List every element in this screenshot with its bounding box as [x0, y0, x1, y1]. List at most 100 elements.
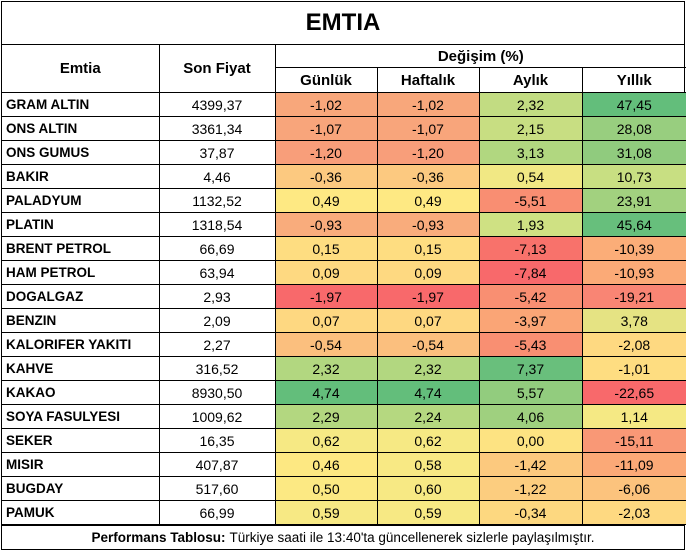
change-gunluk: -0,36 — [274, 164, 378, 189]
change-haftalik: -0,93 — [376, 212, 480, 237]
last-price: 4,46 — [158, 164, 276, 189]
last-price: 2,93 — [158, 284, 276, 309]
change-yillik: -15,11 — [581, 428, 687, 453]
header-yillik: Yıllık — [581, 67, 687, 93]
change-yillik: 1,14 — [581, 404, 687, 429]
change-haftalik: 0,07 — [376, 308, 480, 333]
change-haftalik: 0,49 — [376, 188, 480, 213]
change-haftalik: 2,32 — [376, 356, 480, 381]
change-aylik: 5,57 — [478, 380, 583, 405]
header-degisim: Değişim (%) — [274, 45, 687, 68]
change-haftalik: -1,07 — [376, 116, 480, 141]
change-haftalik: 0,59 — [376, 500, 480, 525]
change-yillik: -2,03 — [581, 500, 687, 525]
footer-note: Performans Tablosu: Türkiye saati ile 13… — [2, 525, 684, 548]
change-gunluk: 0,49 — [274, 188, 378, 213]
change-haftalik: 4,74 — [376, 380, 480, 405]
last-price: 16,35 — [158, 428, 276, 453]
change-haftalik: -1,20 — [376, 140, 480, 165]
table-row: BENZIN 2,09 0,07 0,07 -3,97 3,78 — [2, 308, 687, 333]
commodity-name: BRENT PETROL — [2, 236, 160, 261]
change-yillik: 10,73 — [581, 164, 687, 189]
table-row: PAMUK 66,99 0,59 0,59 -0,34 -2,03 — [2, 500, 687, 525]
change-aylik: 2,15 — [478, 116, 583, 141]
last-price: 3361,34 — [158, 116, 276, 141]
change-haftalik: 0,60 — [376, 476, 480, 501]
commodity-name: PALADYUM — [2, 188, 160, 213]
change-aylik: -3,97 — [478, 308, 583, 333]
table-row: KAHVE 316,52 2,32 2,32 7,37 -1,01 — [2, 356, 687, 381]
change-haftalik: 0,09 — [376, 260, 480, 285]
change-aylik: 0,00 — [478, 428, 583, 453]
commodity-name: PAMUK — [2, 500, 160, 525]
last-price: 63,94 — [158, 260, 276, 285]
change-gunluk: 0,46 — [274, 452, 378, 477]
commodity-name: BUGDAY — [2, 476, 160, 501]
change-haftalik: -1,02 — [376, 92, 480, 117]
change-aylik: -0,34 — [478, 500, 583, 525]
change-gunluk: 0,62 — [274, 428, 378, 453]
header-haftalik: Haftalık — [376, 67, 480, 93]
change-yillik: -22,65 — [581, 380, 687, 405]
change-aylik: -5,51 — [478, 188, 583, 213]
last-price: 4399,37 — [158, 92, 276, 117]
commodity-name: DOGALGAZ — [2, 284, 160, 309]
change-gunluk: 0,07 — [274, 308, 378, 333]
change-yillik: -11,09 — [581, 452, 687, 477]
change-aylik: 2,32 — [478, 92, 583, 117]
change-aylik: -5,42 — [478, 284, 583, 309]
table-row: HAM PETROL 63,94 0,09 0,09 -7,84 -10,93 — [2, 260, 687, 285]
header-son-fiyat: Son Fiyat — [158, 45, 276, 93]
table-row: BRENT PETROL 66,69 0,15 0,15 -7,13 -10,39 — [2, 236, 687, 261]
change-gunluk: -1,07 — [274, 116, 378, 141]
last-price: 1132,52 — [158, 188, 276, 213]
change-aylik: -7,13 — [478, 236, 583, 261]
table-row: KALORIFER YAKITI 2,27 -0,54 -0,54 -5,43 -2,08 — [2, 332, 687, 357]
table-row: BUGDAY 517,60 0,50 0,60 -1,22 -6,06 — [2, 476, 687, 501]
commodity-name: MISIR — [2, 452, 160, 477]
commodity-name: ONS GUMUS — [2, 140, 160, 165]
footer-text: Türkiye saati ile 13:40'ta güncellenerek… — [229, 529, 595, 545]
commodity-name: SOYA FASULYESI — [2, 404, 160, 429]
commodity-name: KAHVE — [2, 356, 160, 381]
commodity-name: BENZIN — [2, 308, 160, 333]
header-aylik: Aylık — [478, 67, 583, 93]
change-haftalik: -0,36 — [376, 164, 480, 189]
header-gunluk: Günlük — [275, 67, 378, 93]
table-row: PALADYUM 1132,52 0,49 0,49 -5,51 23,91 — [2, 188, 687, 213]
page-title: EMTIA — [2, 2, 684, 45]
table-row: DOGALGAZ 2,93 -1,97 -1,97 -5,42 -19,21 — [2, 284, 687, 309]
change-haftalik: 0,62 — [376, 428, 480, 453]
change-gunluk: -0,93 — [274, 212, 378, 237]
change-aylik: 1,93 — [478, 212, 583, 237]
last-price: 407,87 — [158, 452, 276, 477]
change-haftalik: -1,97 — [376, 284, 480, 309]
change-gunluk: -0,54 — [274, 332, 378, 357]
commodity-name: KAKAO — [2, 380, 160, 405]
change-yillik: 47,45 — [581, 92, 687, 117]
header-emtia: Emtia — [2, 45, 160, 93]
change-yillik: -1,01 — [581, 356, 687, 381]
last-price: 66,99 — [158, 500, 276, 525]
change-haftalik: 2,24 — [376, 404, 480, 429]
commodity-name: BAKIR — [2, 164, 160, 189]
commodity-name: HAM PETROL — [2, 260, 160, 285]
last-price: 66,69 — [158, 236, 276, 261]
last-price: 8930,50 — [158, 380, 276, 405]
commodity-name: PLATIN — [2, 212, 160, 237]
table-row: SOYA FASULYESI 1009,62 2,29 2,24 4,06 1,14 — [2, 404, 687, 429]
commodity-name: GRAM ALTIN — [2, 92, 160, 117]
table-row: MISIR 407,87 0,46 0,58 -1,42 -11,09 — [2, 452, 687, 477]
table-row: BAKIR 4,46 -0,36 -0,36 0,54 10,73 — [2, 164, 687, 189]
change-gunluk: -1,20 — [274, 140, 378, 165]
commodity-name: ONS ALTIN — [2, 116, 160, 141]
table-row: ONS GUMUS 37,87 -1,20 -1,20 3,13 31,08 — [2, 140, 687, 165]
change-gunluk: 2,29 — [274, 404, 378, 429]
change-aylik: -1,42 — [478, 452, 583, 477]
change-haftalik: 0,15 — [376, 236, 480, 261]
change-yillik: 23,91 — [581, 188, 687, 213]
change-gunluk: 0,09 — [274, 260, 378, 285]
last-price: 316,52 — [158, 356, 276, 381]
commodity-name: KALORIFER YAKITI — [2, 332, 160, 357]
change-aylik: -1,22 — [478, 476, 583, 501]
